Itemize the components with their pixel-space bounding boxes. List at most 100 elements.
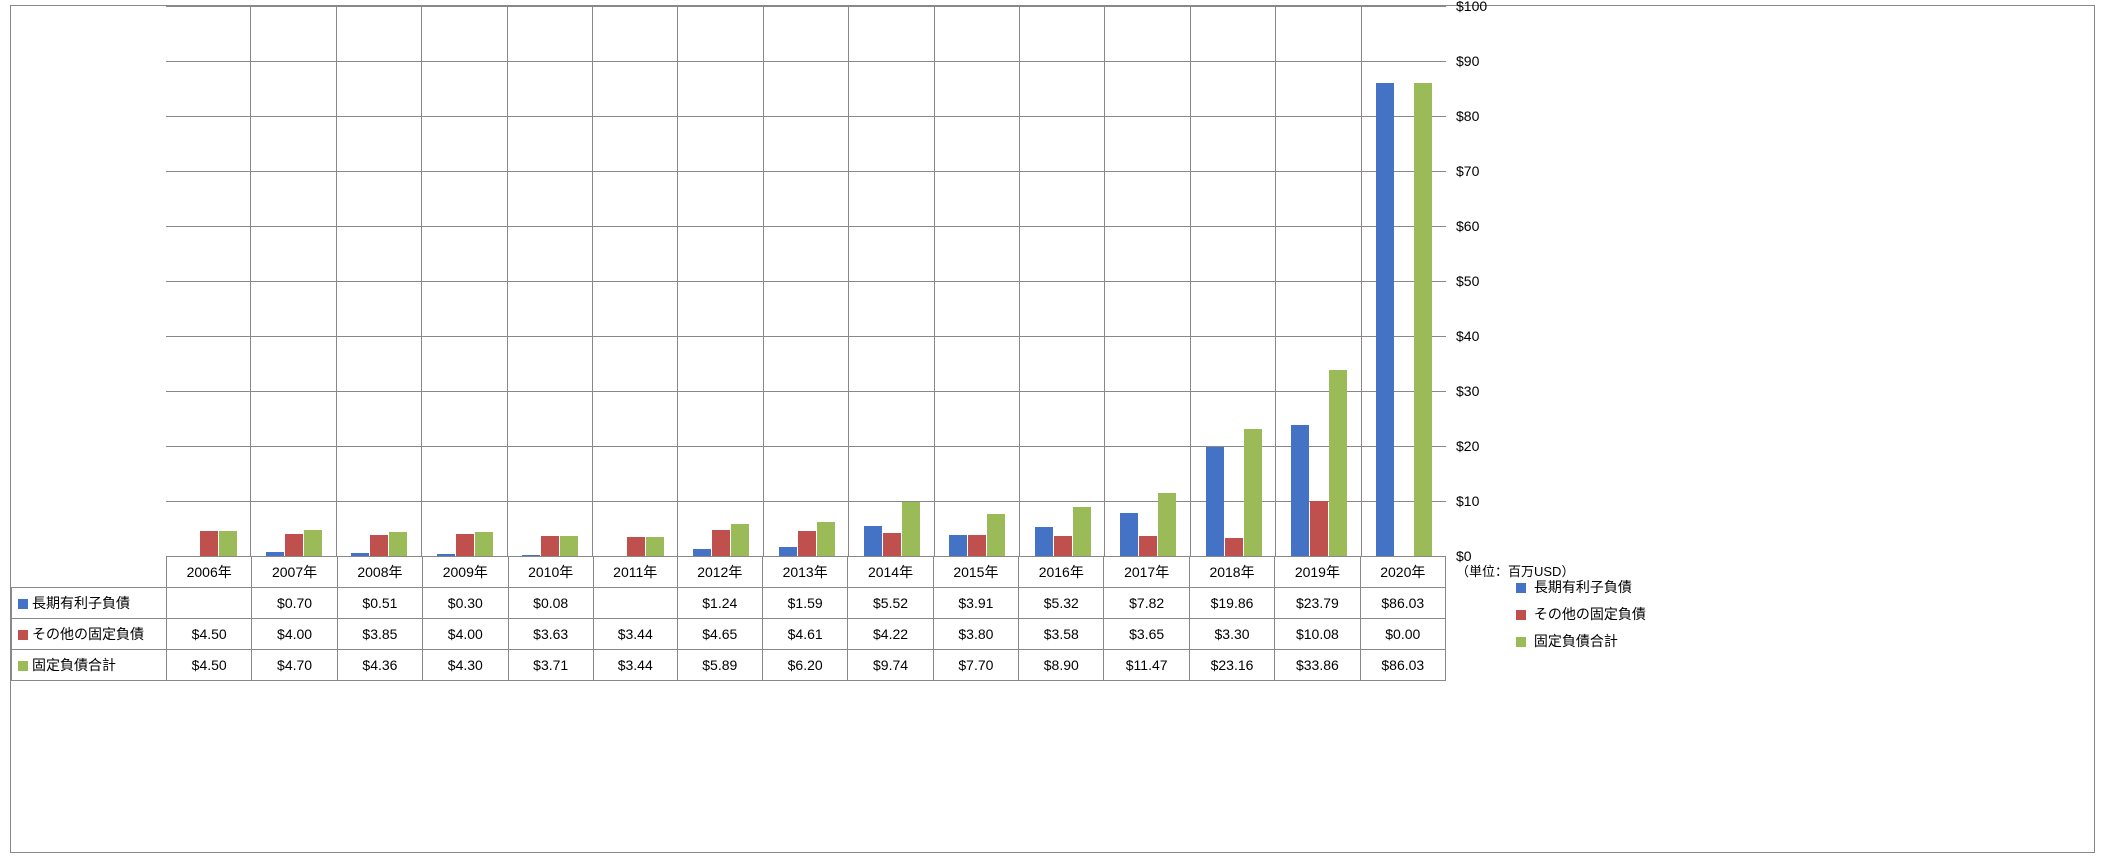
year-group [934,6,1019,556]
bar [1329,370,1347,556]
bar [304,530,322,556]
year-group [166,6,250,556]
bar [968,535,986,556]
bar [949,535,967,557]
data-cell: $0.70 [252,588,337,619]
bar [1054,536,1072,556]
year-group [250,6,335,556]
data-cell: $1.24 [677,588,762,619]
bar [864,526,882,556]
legend-label: 固定負債合計 [1534,633,1618,649]
y-axis-tick-label: $20 [1456,438,1479,454]
category-header-cell: 2011年 [593,557,677,588]
data-cell: $10.08 [1275,619,1360,650]
series-row-header: 固定負債合計 [12,650,167,681]
data-cell: $4.61 [762,619,847,650]
data-cell: $86.03 [1360,588,1445,619]
year-group [421,6,506,556]
data-cell: $9.74 [848,650,933,681]
data-cell: $7.70 [933,650,1018,681]
table-row: 長期有利子負債$0.70$0.51$0.30$0.08$1.24$1.59$5.… [12,588,1446,619]
data-cell: $0.08 [508,588,593,619]
bar [475,532,493,556]
data-cell: $3.58 [1019,619,1104,650]
data-cell: $33.86 [1275,650,1360,681]
y-axis-tick-label: $100 [1456,0,1487,14]
category-header-cell: 2020年 [1360,557,1445,588]
bar [456,534,474,556]
legend-label: その他の固定負債 [1534,606,1646,622]
data-cell: $3.44 [593,619,677,650]
year-group [1190,6,1275,556]
data-cell: $0.00 [1360,619,1445,650]
year-group [336,6,421,556]
series-name-label: 固定負債合計 [32,657,116,673]
bar [1158,493,1176,556]
legend-marker-icon [18,630,28,640]
bar [779,547,797,556]
data-cell: $4.00 [252,619,337,650]
data-cell: $1.59 [762,588,847,619]
data-cell: $6.20 [762,650,847,681]
data-cell: $7.82 [1104,588,1189,619]
bar [1414,83,1432,556]
legend-item: 固定負債合計 [1516,628,1646,655]
bar [1120,513,1138,556]
category-header-cell: 2007年 [252,557,337,588]
category-header-cell: 2018年 [1189,557,1274,588]
data-cell: $4.50 [167,619,252,650]
bar [1206,447,1224,556]
bar [987,514,1005,556]
year-group [507,6,592,556]
category-header-cell: 2010年 [508,557,593,588]
data-cell: $5.89 [677,650,762,681]
series-row-header: 長期有利子負債 [12,588,167,619]
bar [712,530,730,556]
bar [1291,425,1309,556]
category-header-cell: 2009年 [423,557,508,588]
data-cell: $3.71 [508,650,593,681]
bar [541,536,559,556]
year-group [1019,6,1104,556]
category-header-cell: 2014年 [848,557,933,588]
data-cell: $23.79 [1275,588,1360,619]
year-group [592,6,677,556]
data-cell: $4.36 [337,650,422,681]
data-cell: $11.47 [1104,650,1189,681]
data-cell: $5.52 [848,588,933,619]
y-axis-tick-label: $50 [1456,273,1479,289]
table-header-row: 2006年2007年2008年2009年2010年2011年2012年2013年… [12,557,1446,588]
data-cell: $4.50 [167,650,252,681]
bar [627,537,645,556]
category-header-cell: 2016年 [1019,557,1104,588]
y-axis-labels: $0$10$20$30$40$50$60$70$80$90$100 [1456,6,1516,576]
bar [693,549,711,556]
bar [1073,507,1091,556]
bars-row [166,6,1446,556]
bar [219,531,237,556]
year-group [848,6,933,556]
data-cell: $0.30 [423,588,508,619]
series-row-header: その他の固定負債 [12,619,167,650]
year-group [763,6,848,556]
bar [1225,538,1243,556]
bar [1035,527,1053,556]
year-group [1275,6,1360,556]
legend-marker-icon [18,661,28,671]
chart-container: $0$10$20$30$40$50$60$70$80$90$100 （単位：百万… [10,5,2095,853]
category-header-cell: 2019年 [1275,557,1360,588]
y-axis-tick-label: $80 [1456,108,1479,124]
year-group [677,6,762,556]
bar [285,534,303,556]
legend-item: 長期有利子負債 [1516,574,1646,601]
bar [1310,501,1328,556]
bar [646,537,664,556]
data-cell: $4.22 [848,619,933,650]
bar [798,531,816,556]
y-axis-tick-label: $40 [1456,328,1479,344]
data-cell: $19.86 [1189,588,1274,619]
bar [560,536,578,556]
data-cell [593,588,677,619]
y-axis-tick-label: $60 [1456,218,1479,234]
series-name-label: 長期有利子負債 [32,595,130,611]
